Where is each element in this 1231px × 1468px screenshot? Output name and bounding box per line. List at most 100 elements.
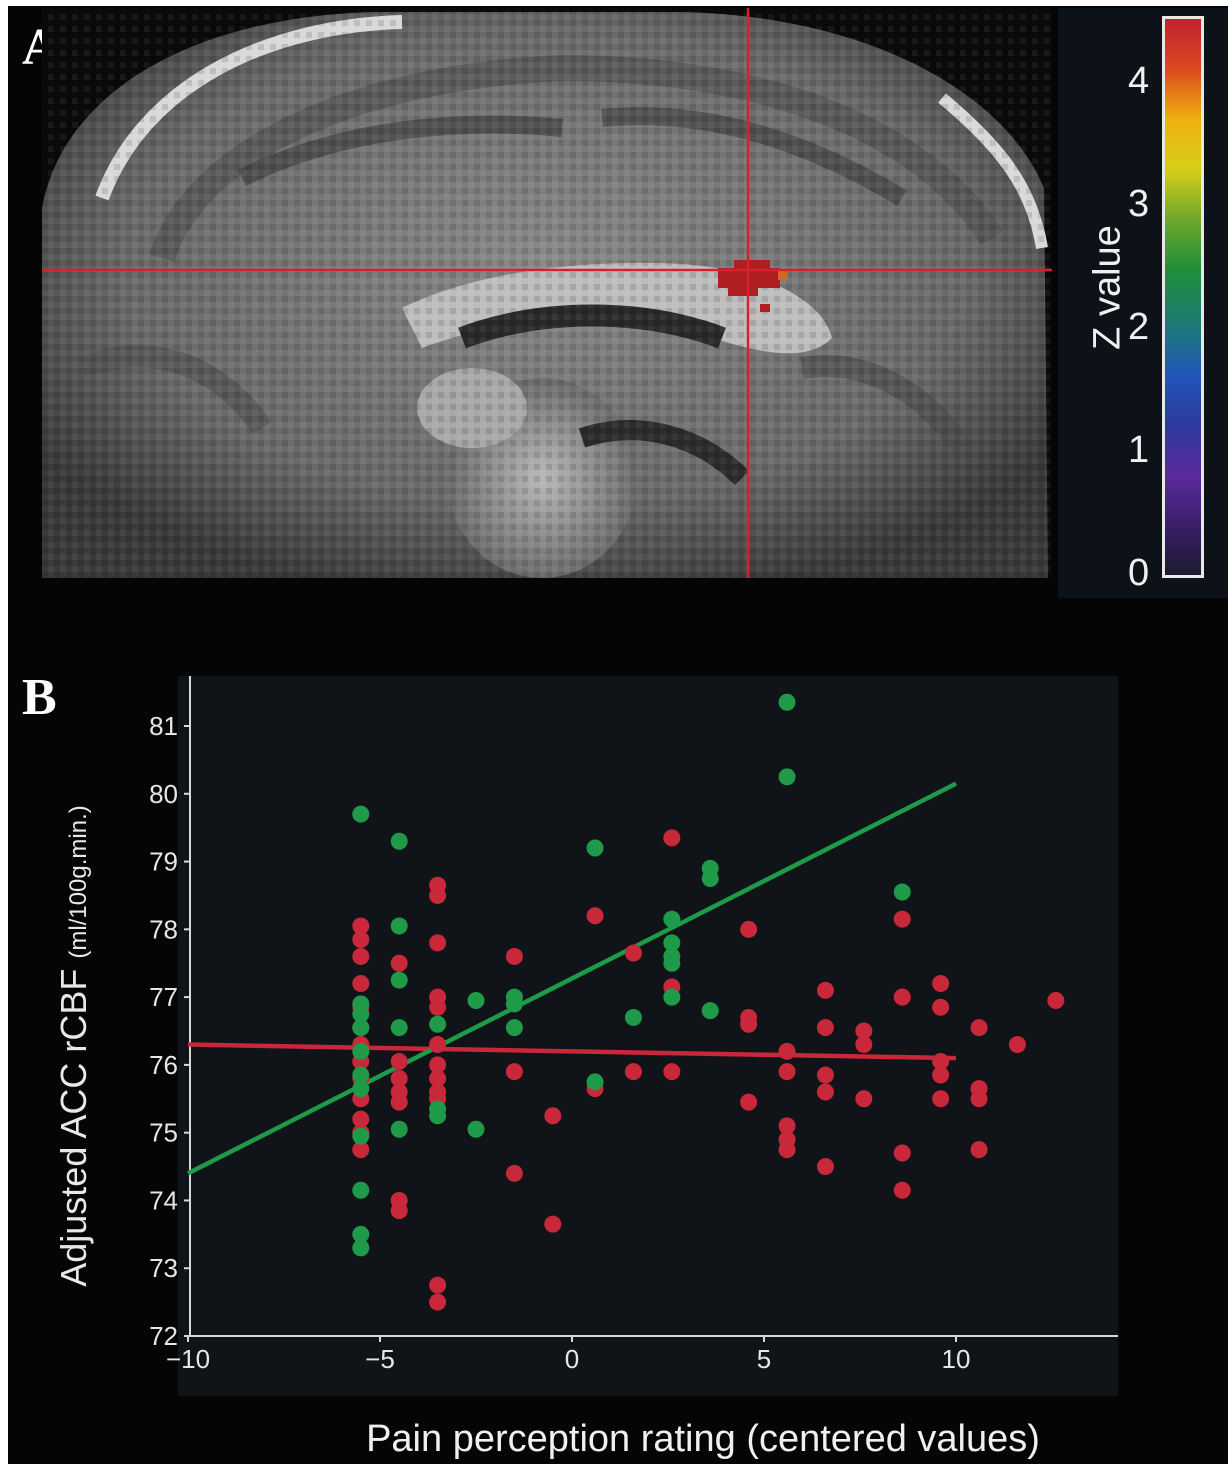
plot-area (178, 676, 1118, 1396)
red-data-point (429, 1056, 447, 1074)
x-tick-label: −10 (166, 1344, 210, 1374)
green-data-point (663, 954, 681, 972)
y-tick-label: 73 (149, 1253, 178, 1283)
red-data-point (390, 1069, 408, 1087)
red-data-point (505, 1063, 523, 1081)
red-data-point (816, 1019, 834, 1037)
green-data-point (390, 917, 408, 935)
y-axis-label-main: Adjusted ACC rCBF (53, 959, 94, 1287)
red-data-point (893, 988, 911, 1006)
red-data-point (816, 1158, 834, 1176)
y-tick-label: 76 (149, 1050, 178, 1080)
green-fit-line (186, 781, 958, 1176)
red-data-point (816, 1066, 834, 1084)
red-data-point (778, 1141, 796, 1159)
red-data-point (429, 1276, 447, 1294)
red-data-point (429, 1069, 447, 1087)
x-tick-label: 0 (565, 1344, 579, 1374)
green-data-point (624, 1008, 642, 1026)
red-data-point (429, 886, 447, 904)
y-axis-label-unit: (ml/100g.min.) (65, 805, 92, 958)
y-axis-label: Adjusted ACC rCBF (ml/100g.min.) (53, 805, 94, 1287)
x-tick-label: −5 (365, 1344, 395, 1374)
panel-b-label: B (22, 669, 57, 726)
red-data-point (429, 934, 447, 952)
y-tick-label: 72 (149, 1321, 178, 1351)
green-data-point (352, 1042, 370, 1060)
green-data-point (893, 883, 911, 901)
red-data-point (893, 910, 911, 928)
colorbar-legend: Z value 0 1 2 3 4 (1058, 8, 1228, 598)
colorbar-scale (1162, 16, 1204, 578)
y-tick-label: 80 (149, 779, 178, 809)
red-data-point (740, 1015, 758, 1033)
red-data-point (663, 1063, 681, 1081)
red-data-point (893, 1181, 911, 1199)
green-data-point (586, 839, 604, 857)
red-data-point (505, 947, 523, 965)
red-data-point (1047, 992, 1065, 1009)
y-tick-label: 81 (149, 711, 178, 741)
colorbar-tick-3: 3 (1128, 183, 1150, 225)
red-data-point (778, 1117, 796, 1135)
green-data-point (352, 1066, 370, 1084)
green-data-point (663, 988, 681, 1006)
x-tick-label: 5 (757, 1344, 771, 1374)
green-data-point (467, 992, 485, 1009)
red-data-point (352, 947, 370, 965)
green-data-point (429, 1015, 447, 1033)
red-data-point (663, 829, 681, 847)
green-data-point (663, 934, 681, 952)
red-data-point (816, 1083, 834, 1101)
red-data-point (778, 1042, 796, 1060)
red-data-point (390, 1053, 408, 1070)
y-tick-label: 78 (149, 914, 178, 944)
red-data-point (932, 1066, 950, 1084)
red-data-point (390, 1093, 408, 1111)
red-data-point (390, 1202, 408, 1220)
red-data-point (352, 917, 370, 935)
green-data-point (352, 805, 370, 823)
red-data-point (855, 1090, 873, 1108)
figure-canvas: A (8, 6, 1228, 1464)
red-data-point (932, 1090, 950, 1108)
red-data-point (505, 1164, 523, 1182)
red-data-point (778, 1063, 796, 1081)
red-data-point (624, 944, 642, 962)
red-data-point (544, 1107, 562, 1125)
colorbar-tick-4: 4 (1128, 60, 1150, 102)
red-data-point (816, 981, 834, 999)
y-tick-label: 74 (149, 1185, 178, 1215)
green-data-point (352, 1181, 370, 1199)
green-data-point (701, 1002, 719, 1020)
red-data-point (429, 1293, 447, 1311)
red-data-point (544, 1215, 562, 1233)
green-data-point (352, 1239, 370, 1257)
green-data-point (390, 971, 408, 989)
scatter-plot: 72 73 74 75 76 77 78 79 80 81 −10 −5 0 5 10 Adjusted A… (53, 676, 1118, 1396)
red-data-point (932, 1053, 950, 1070)
colorbar-tick-1: 1 (1128, 429, 1150, 471)
green-data-point (429, 1107, 447, 1125)
red-data-point (352, 975, 370, 993)
red-data-point (740, 920, 758, 938)
red-data-point (932, 975, 950, 993)
green-data-point (586, 1073, 604, 1091)
green-data-point (701, 870, 719, 887)
green-data-point (352, 1225, 370, 1243)
red-data-point (970, 1019, 988, 1037)
green-data-point (505, 995, 523, 1013)
mri-sagittal-image (42, 8, 1052, 578)
green-data-point (467, 1120, 485, 1138)
red-data-point (855, 1036, 873, 1054)
y-tick-label: 79 (149, 847, 178, 877)
red-data-point (970, 1090, 988, 1108)
colorbar-tick-2: 2 (1128, 306, 1150, 348)
red-data-point (390, 954, 408, 972)
x-tick-label: 10 (942, 1344, 971, 1374)
red-data-point (352, 931, 370, 948)
green-data-point (505, 1019, 523, 1037)
red-fit-line (187, 1042, 957, 1061)
red-data-point (855, 1022, 873, 1040)
green-data-point (390, 1120, 408, 1138)
